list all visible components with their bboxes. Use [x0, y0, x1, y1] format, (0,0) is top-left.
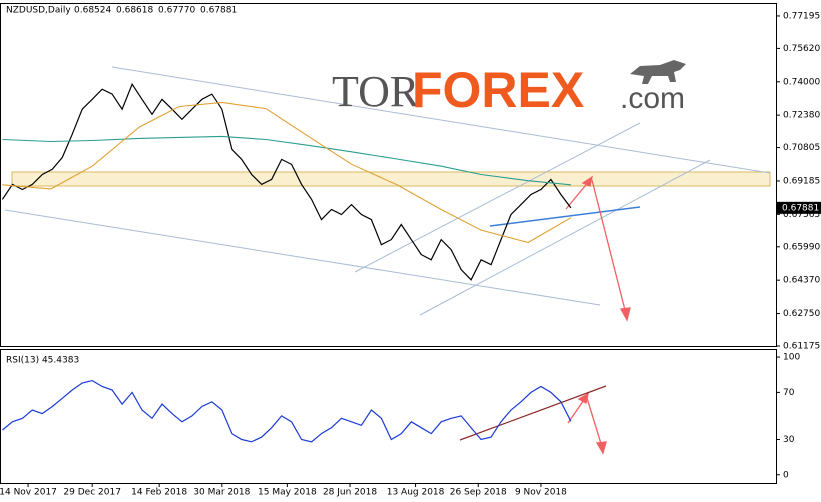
header-value: 0.68618 — [116, 6, 153, 16]
arrowhead — [595, 441, 607, 455]
y-tick-label: 0.65990 — [783, 242, 820, 252]
y-tick-label: 0.69185 — [783, 176, 820, 186]
rsi-panel — [0, 349, 777, 484]
header-value: 0.67770 — [158, 6, 195, 16]
x-tick-label: 28 Jun 2018 — [323, 488, 377, 498]
support-line — [489, 206, 641, 227]
y-tick-label: 100 — [783, 353, 800, 363]
x-tick-label: 14 Feb 2018 — [131, 488, 187, 498]
y-tick-label: 70 — [783, 388, 795, 398]
channel-bottom — [4, 209, 601, 306]
y-tick-label: 0.72380 — [783, 111, 820, 121]
channel-rising-top — [354, 122, 641, 273]
x-tick-label: 9 Nov 2018 — [515, 488, 567, 498]
x-tick-label: 29 Dec 2017 — [63, 488, 121, 498]
forecast-arrows — [565, 175, 631, 455]
series-line — [2, 101, 572, 244]
price-panel — [0, 3, 777, 347]
x-tick-label: 15 May 2018 — [258, 488, 317, 498]
channel-top — [111, 66, 771, 174]
y-tick-label: 0.75620 — [783, 44, 820, 54]
y-tick-label: 0.70805 — [783, 143, 820, 153]
y-tick-label: 0 — [783, 470, 789, 480]
series-line — [2, 379, 572, 443]
y-tick-label: 0.74000 — [783, 77, 820, 87]
trend-channel — [4, 66, 771, 316]
arrowhead — [619, 307, 631, 322]
logo-prefix: TOR — [332, 67, 420, 116]
header-value: 0.68524 — [74, 6, 111, 16]
symbol-title: NZDUSD,Daily — [6, 6, 71, 16]
y-tick-label: 0.67565 — [783, 210, 820, 220]
y-tick-label: 0.77195 — [783, 11, 820, 21]
y-tick-label: 0.62750 — [783, 309, 820, 319]
x-tick-label: 14 Nov 2017 — [0, 488, 57, 498]
logo-bull — [630, 60, 686, 84]
header-value: 0.67881 — [200, 6, 237, 16]
y-tick-label: 0.64370 — [783, 276, 820, 286]
channel-rising-bottom — [419, 159, 711, 316]
arrow — [586, 397, 603, 448]
series-line — [2, 135, 571, 186]
logo-brand: FOREX — [412, 62, 584, 118]
x-tick-label: 30 Mar 2018 — [193, 488, 250, 498]
logo-suffix: .com — [620, 82, 685, 115]
x-tick-label: 13 Aug 2018 — [387, 488, 445, 498]
rsi-trend-line — [459, 385, 607, 441]
rsi-title: RSI(13) 45.4383 — [6, 356, 79, 366]
last-price-label: 0.67881 — [782, 203, 819, 213]
x-tick-label: 26 Sep 2018 — [450, 488, 507, 498]
last-price-box — [777, 201, 821, 214]
arrowhead — [581, 175, 593, 187]
bull-shape — [630, 60, 686, 84]
y-tick-label: 30 — [783, 435, 795, 445]
series-line — [1, 82, 572, 281]
y-tick-label: 0.61175 — [783, 342, 820, 352]
resistance-zone — [11, 171, 771, 187]
arrow — [591, 179, 627, 315]
